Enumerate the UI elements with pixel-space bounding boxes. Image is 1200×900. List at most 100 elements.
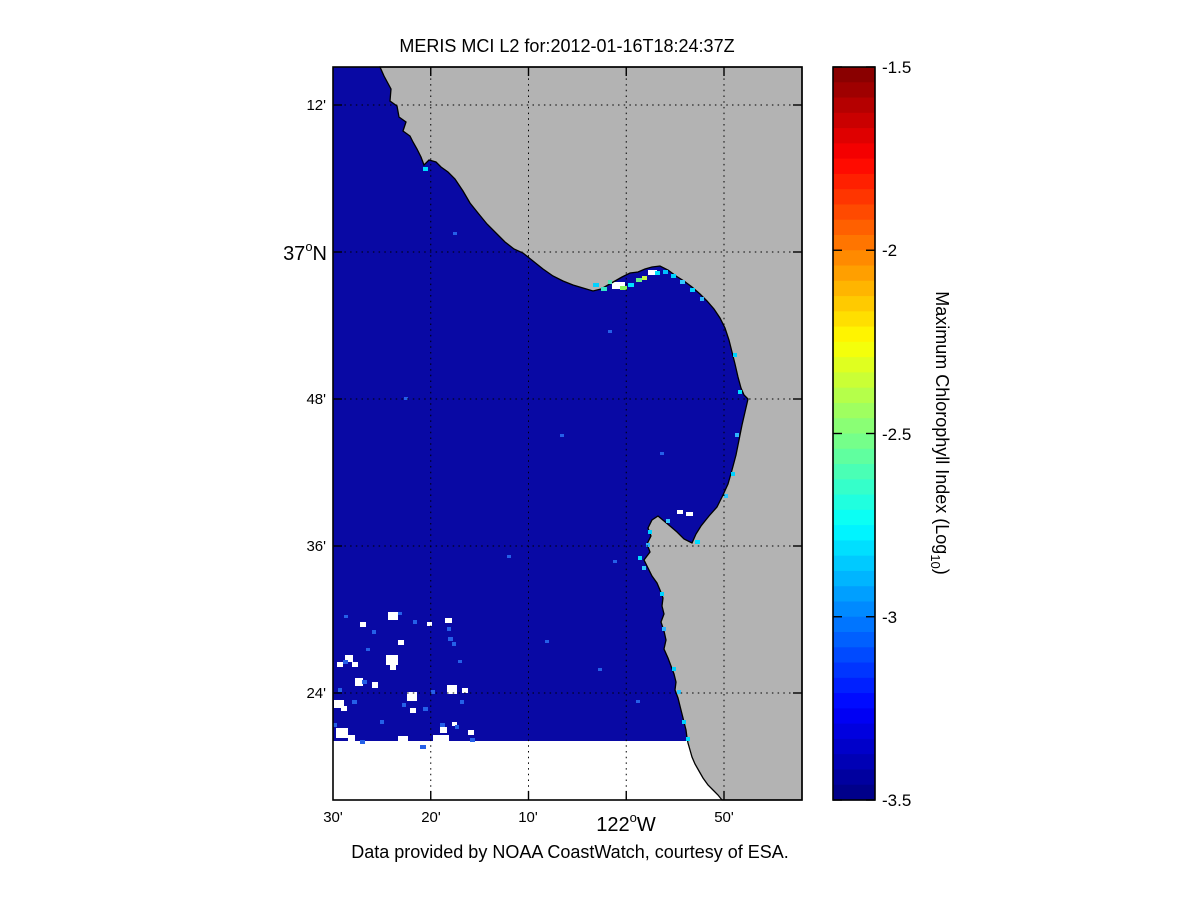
bloom-pixel [666, 519, 670, 523]
bloom-pixel [642, 566, 646, 570]
bloom-pixel [660, 592, 664, 596]
colorbar-band [833, 723, 875, 740]
colorbar-band [833, 616, 875, 633]
cb-tick-4: -3.5 [882, 791, 911, 810]
y-tick-36min: 36' [306, 538, 326, 555]
colorbar-band [833, 326, 875, 343]
cloud-pixel [433, 735, 449, 742]
colorbar-band [833, 540, 875, 557]
cloud-pixel [407, 692, 417, 701]
cloud-pixel [648, 270, 657, 275]
bloom-pixel [724, 494, 728, 498]
speckle-pixel [470, 738, 475, 742]
bloom-pixel [423, 167, 428, 171]
cloud-pixel [388, 612, 398, 620]
colorbar-band [833, 189, 875, 206]
cloud-pixel [336, 728, 348, 738]
bloom-pixel [648, 530, 652, 534]
colorbar-band [833, 769, 875, 786]
cb-tick-1: -2 [882, 241, 897, 260]
speckle-pixel [402, 703, 406, 707]
cloud-pixel [345, 655, 353, 662]
bloom-pixels [423, 167, 742, 741]
speckle-pixel [598, 668, 602, 671]
bloom-pixel [663, 270, 668, 274]
gridlines [333, 67, 802, 800]
speckle-pixel [455, 725, 459, 729]
cloud-pixel [612, 282, 625, 289]
colorbar-band [833, 525, 875, 541]
x-tick-122W: 122oW [596, 810, 656, 836]
colorbar-band [833, 586, 875, 603]
colorbar-band [833, 219, 875, 236]
y-tick-12min: 12' [306, 97, 326, 114]
speckle-pixel [333, 723, 337, 727]
colorbar-band [833, 632, 875, 648]
colorbar-band [833, 67, 875, 83]
cloud-pixel [468, 730, 474, 735]
cloud-pixel [360, 622, 366, 627]
bloom-pixel [620, 286, 627, 290]
cloud-pixel [398, 640, 404, 645]
speckle-pixel [545, 640, 549, 643]
speckle-pixel [398, 612, 402, 615]
x-tick-20min: 20' [421, 809, 441, 826]
cloud-pixel [341, 706, 347, 711]
speckle-pixel [338, 688, 342, 692]
speckle-pixel [507, 555, 511, 558]
speckle-pixel [372, 630, 376, 634]
cloud-pixel [334, 700, 344, 708]
cloud-pixel [447, 685, 457, 694]
colorbar-band [833, 357, 875, 374]
colorbar-band [833, 494, 875, 511]
colorbar-band [833, 662, 875, 679]
speckle-pixels [333, 232, 664, 749]
map-panel: 12' 37oN 48' 36' 24' 30' 20' 10' 122oW 5… [283, 66, 803, 836]
colorbar-band [833, 448, 875, 465]
colorbar-band [833, 173, 875, 190]
bloom-pixel [682, 720, 686, 724]
cloud-pixel [390, 665, 396, 670]
colorbar-band [833, 601, 875, 618]
cloud-pixel [462, 688, 468, 693]
colorbar-band [833, 280, 875, 297]
colorbar-band [833, 433, 875, 450]
colorbar-band [833, 387, 875, 404]
colorbar-band [833, 82, 875, 99]
speckle-pixel [352, 700, 357, 704]
colorbar-band [833, 372, 875, 389]
speckle-pixel [452, 642, 456, 646]
cloud-pixel [337, 662, 343, 667]
colorbar-band [833, 158, 875, 175]
speckle-pixel [404, 397, 408, 400]
bloom-pixel [690, 288, 695, 292]
colorbar-band [833, 555, 875, 572]
cloud-pixel [386, 655, 398, 665]
speckle-pixel [343, 660, 348, 664]
bloom-pixel [677, 690, 681, 694]
colorbar-band [833, 738, 875, 755]
bloom-pixel [593, 283, 599, 287]
colorbar-band [833, 341, 875, 358]
y-tick-37N: 37oN [283, 239, 327, 265]
bloom-pixel [671, 274, 676, 278]
colorbar-band [833, 128, 875, 144]
bloom-pixel [646, 543, 650, 547]
bloom-pixel [655, 271, 660, 275]
cloud-pixel [355, 678, 363, 686]
y-tick-48min: 48' [306, 391, 326, 408]
plot-title: MERIS MCI L2 for:2012-01-16T18:24:37Z [399, 36, 734, 56]
bloom-pixel [738, 390, 742, 394]
colorbar-axis-label: Maximum Chlorophyll Index (Log10) [928, 291, 952, 575]
colorbar-band [833, 754, 875, 771]
cb-tick-3: -3 [882, 608, 897, 627]
colorbar-ticks [833, 66, 875, 801]
bloom-pixel [700, 297, 704, 301]
speckle-pixel [453, 232, 457, 235]
bloom-pixel [601, 287, 607, 291]
colorbar-band [833, 784, 875, 801]
x-tick-10min: 10' [518, 809, 538, 826]
cloud-pixel [398, 736, 408, 745]
